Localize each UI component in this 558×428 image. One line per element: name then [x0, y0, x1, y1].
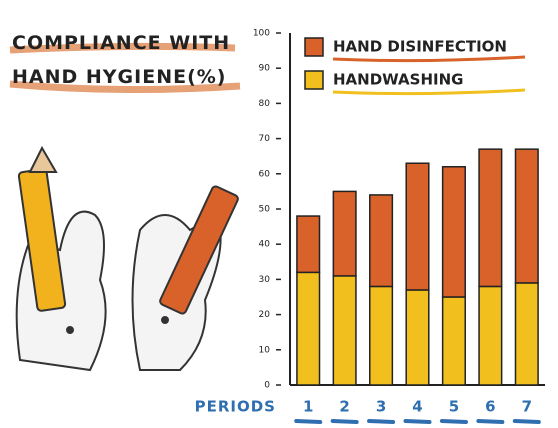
bar-segment: [406, 163, 429, 290]
y-tick-label: 50: [259, 205, 271, 215]
bar-segment: [370, 286, 393, 385]
x-tick-underline: [296, 421, 320, 422]
x-axis-label: PERIODS: [195, 398, 276, 416]
bar-segment: [479, 149, 502, 286]
y-tick-label: 0: [264, 381, 270, 391]
legend-swatch: [305, 38, 323, 56]
bar-segment: [297, 272, 320, 385]
y-tick-label: 100: [253, 29, 270, 39]
x-tick-underline: [406, 421, 430, 422]
legend-underline: [333, 90, 525, 94]
x-tick-underline: [515, 421, 539, 422]
x-tick-underline: [442, 421, 466, 422]
bar-segment: [370, 195, 393, 287]
y-tick-label: 60: [259, 169, 271, 179]
bar-segment: [443, 167, 466, 297]
x-tick-underline: [333, 421, 357, 422]
bar-segment: [333, 276, 356, 385]
y-tick-label: 40: [259, 240, 271, 250]
illustration: [17, 148, 239, 370]
bar-segment: [333, 191, 356, 275]
bar-segment: [515, 149, 538, 283]
x-tick-underline: [369, 421, 393, 422]
bar-segment: [406, 290, 429, 385]
y-tick-label: 10: [259, 345, 271, 355]
legend-underline: [333, 57, 525, 61]
x-tick-label: 3: [376, 398, 386, 416]
chart-title: COMPLIANCE WITH HAND HYGIENE(%): [12, 26, 252, 94]
legend-swatch: [305, 71, 323, 89]
legend-label: HAND DISINFECTION: [333, 38, 507, 56]
x-tick-label: 1: [303, 398, 313, 416]
y-tick-label: 70: [259, 134, 271, 144]
y-tick-label: 90: [259, 64, 271, 74]
x-tick-label: 6: [485, 398, 495, 416]
y-tick-label: 20: [259, 310, 271, 320]
x-tick-label: 5: [449, 398, 459, 416]
bar-segment: [443, 297, 466, 385]
y-tick-label: 30: [259, 275, 271, 285]
x-tick-label: 2: [339, 398, 349, 416]
bar-segment: [479, 286, 502, 385]
x-tick-label: 4: [412, 398, 422, 416]
x-tick-underline: [478, 421, 502, 422]
bar-segment: [515, 283, 538, 385]
y-tick-label: 80: [259, 99, 271, 109]
bar-segment: [297, 216, 320, 272]
x-tick-label: 7: [522, 398, 532, 416]
legend-label: HANDWASHING: [333, 71, 463, 89]
page: {"chart_data": {"type": "stacked-bar", "…: [0, 0, 558, 428]
